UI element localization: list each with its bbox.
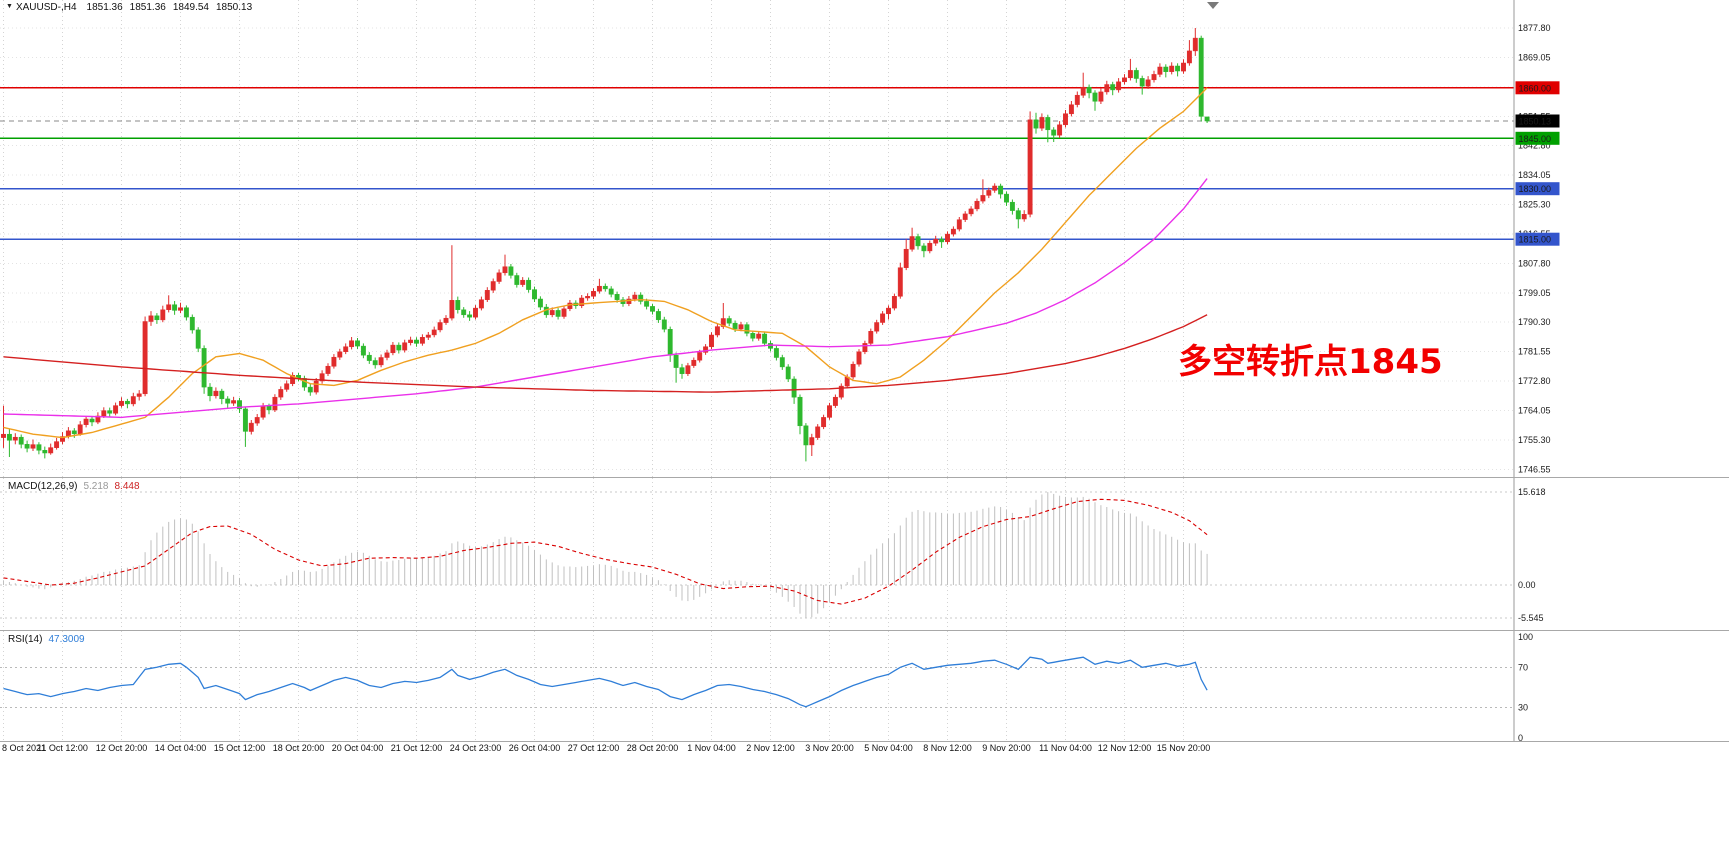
price-tick-label: 1764.05	[1518, 406, 1551, 416]
price-tick-label: 1869.05	[1518, 52, 1551, 62]
chart-shift-marker-icon[interactable]	[1207, 2, 1219, 9]
time-axis-label: 24 Oct 23:00	[449, 743, 502, 753]
ma-mid-line	[3, 178, 1208, 419]
price-tick-label: 1790.30	[1518, 317, 1551, 327]
time-axis-label: 9 Nov 20:00	[982, 743, 1031, 753]
price-tick-label: 1746.55	[1518, 464, 1551, 474]
price-tick-label: 1877.80	[1518, 23, 1551, 33]
rsi-axis-label: 70	[1518, 662, 1528, 672]
current-price-badge	[1515, 114, 1560, 128]
grid-layer	[0, 0, 1514, 477]
high-value: 1851.36	[129, 2, 166, 13]
time-axis-label: 26 Oct 04:00	[508, 743, 561, 753]
price-tick-label: 1834.05	[1518, 170, 1551, 180]
panel-separator[interactable]	[0, 630, 1729, 631]
price-level-badge	[1515, 81, 1560, 95]
time-axis-label: 11 Oct 12:00	[37, 743, 88, 753]
close-value: 1850.13	[215, 2, 253, 13]
time-axis-label: 8 Nov 12:00	[923, 743, 972, 753]
macd-signal-line	[3, 498, 1208, 605]
time-axis-label: 11 Nov 04:00	[1039, 743, 1092, 753]
ma-slow-line	[3, 314, 1208, 393]
price-level-badge	[1515, 232, 1560, 246]
price-badges: 1860.00 1845.00 1830.00 1815.00 1850.13	[1515, 81, 1560, 246]
rsi-grid	[0, 631, 1514, 741]
price-tick-label: 1799.05	[1518, 288, 1551, 298]
price-level-badge-text: 1860.00	[1519, 83, 1552, 93]
time-axis-label: 28 Oct 20:00	[626, 743, 679, 753]
rsi-value: 47.3009	[48, 634, 85, 645]
panel-separator[interactable]	[0, 477, 1729, 478]
macd-label: MACD(12,26,9) 5.218 8.448	[8, 481, 140, 492]
price-level-badge	[1515, 182, 1560, 196]
time-axis: 8 Oct 2021 11 Oct 12:00 12 Oct 20:00 14 Oct…	[0, 743, 1729, 758]
annotation-text: 多空转折点1845	[1178, 342, 1443, 382]
price-tick-label: 1807.80	[1518, 258, 1551, 268]
horizontal-level-lines[interactable]	[0, 87, 1514, 240]
time-axis-label: 21 Oct 12:00	[390, 743, 443, 753]
candles-layer	[1, 28, 1210, 462]
price-tick-label: 1755.30	[1518, 435, 1551, 445]
price-tick-label: 1781.55	[1518, 347, 1551, 357]
time-axis-label: 15 Nov 20:00	[1156, 743, 1211, 753]
time-axis-label: 12 Nov 12:00	[1097, 743, 1152, 753]
time-axis-label: 18 Oct 20:00	[272, 743, 325, 753]
time-axis-label: 20 Oct 04:00	[331, 743, 384, 753]
macd-signal-value: 8.448	[114, 481, 140, 492]
price-tick-label: 1772.80	[1518, 376, 1551, 386]
time-axis-label: 14 Oct 04:00	[154, 743, 207, 753]
macd-name: MACD(12,26,9)	[8, 481, 78, 492]
macd-axis-label: 15.618	[1518, 487, 1546, 497]
low-value: 1849.54	[172, 2, 209, 13]
macd-axis-label: 0.00	[1518, 580, 1536, 590]
price-level-badge-text: 1845.00	[1519, 134, 1552, 144]
panel-separator[interactable]	[0, 741, 1729, 742]
symbol-timeframe-label: XAUUSD-,H4	[15, 2, 77, 13]
ohlc-readout: ▼ XAUUSD-,H4 1851.36 1851.36 1849.54 1850.13	[6, 2, 259, 13]
price-level-badge	[1515, 131, 1560, 145]
open-value: 1851.36	[86, 2, 123, 13]
time-axis-label: 8 Oct 2021	[2, 743, 47, 753]
price-level-badge-text: 1815.00	[1519, 235, 1552, 245]
macd-histogram	[3, 492, 1208, 618]
macd-main-value: 5.218	[83, 481, 109, 492]
current-price-badge-text: 1850.13	[1519, 117, 1552, 127]
time-axis-label: 12 Oct 20:00	[95, 743, 148, 753]
price-level-badge-text: 1830.00	[1519, 184, 1552, 194]
price-tick-label: 1825.30	[1518, 200, 1551, 210]
price-chart-canvas[interactable]: 1877.801869.051860.301851.551842.801834.…	[0, 0, 1729, 477]
macd-grid	[0, 478, 1514, 630]
one-click-trading-icon[interactable]: ▼	[6, 3, 13, 10]
time-axis-label: 2 Nov 12:00	[746, 743, 795, 753]
time-axis-label: 15 Oct 12:00	[213, 743, 266, 753]
macd-indicator-canvas[interactable]: 15.618 0.00 -5.545	[0, 478, 1729, 630]
rsi-line	[3, 656, 1208, 708]
macd-axis-label: -5.545	[1518, 613, 1544, 623]
rsi-label: RSI(14) 47.3009	[8, 634, 85, 645]
rsi-name: RSI(14)	[8, 634, 43, 645]
time-axis-label: 3 Nov 20:00	[805, 743, 854, 753]
time-axis-label: 27 Oct 12:00	[567, 743, 620, 753]
rsi-axis-label: 0	[1518, 733, 1523, 741]
time-axis-label: 1 Nov 04:00	[687, 743, 736, 753]
rsi-axis-label: 30	[1518, 703, 1528, 713]
rsi-axis-label: 100	[1518, 632, 1533, 642]
time-axis-label: 5 Nov 04:00	[864, 743, 913, 753]
ma-fast-line	[3, 87, 1208, 439]
price-tick-label: 1842.80	[1518, 141, 1551, 151]
rsi-indicator-canvas[interactable]: 100 70 30 0	[0, 631, 1729, 741]
